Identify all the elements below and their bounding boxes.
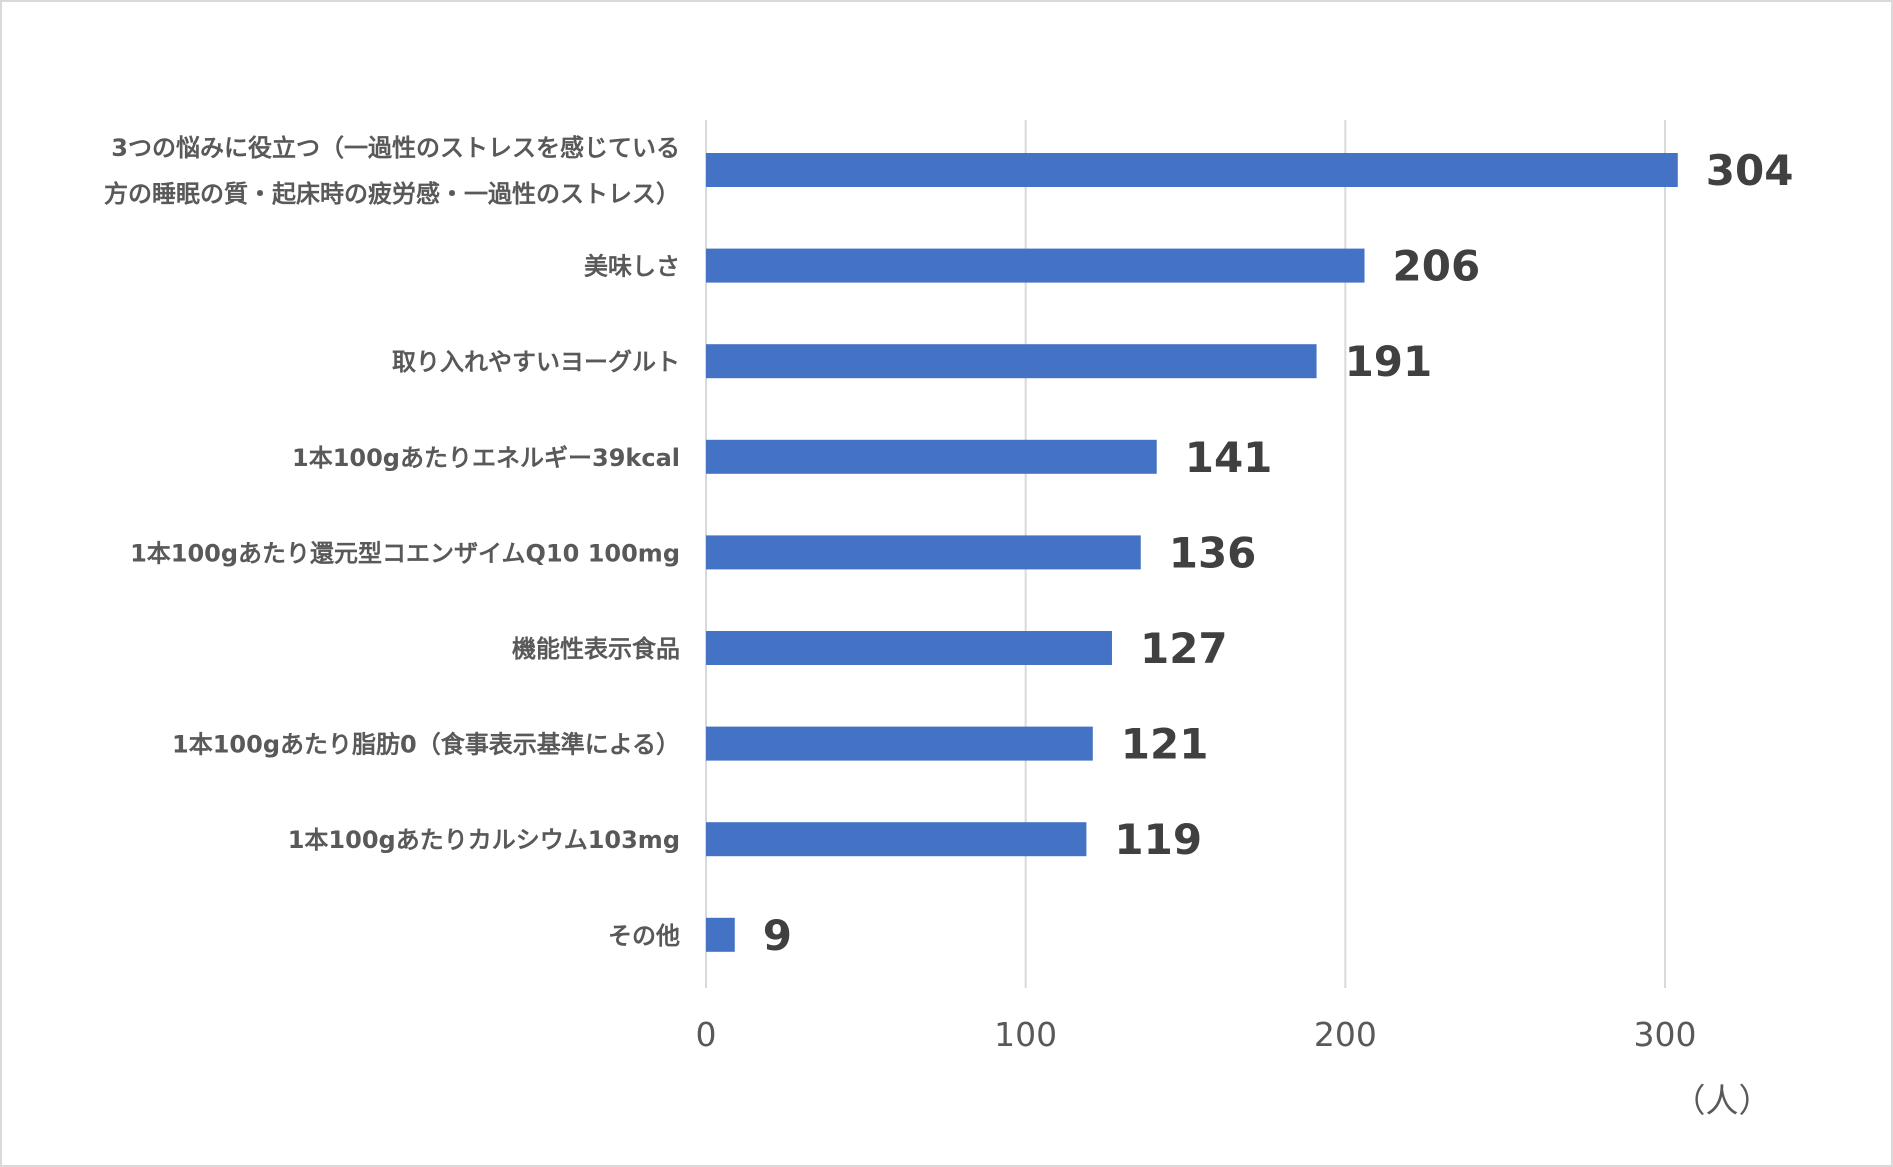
data-labels: 304 206 191 141 136 127 121 119 9 bbox=[763, 146, 1794, 960]
category-label: 1本100gあたり還元型コエンザイムQ10 100mg bbox=[130, 539, 680, 567]
data-label: 127 bbox=[1140, 624, 1228, 673]
x-tick-label: 200 bbox=[1314, 1015, 1377, 1054]
data-label: 119 bbox=[1114, 815, 1202, 864]
bar bbox=[706, 535, 1141, 570]
category-label: 美味しさ bbox=[584, 253, 680, 281]
bar bbox=[706, 822, 1087, 857]
category-labels: 3つの悩みに役立つ（一過性のストレスを感じている方の睡眠の質・起床時の疲労感・一… bbox=[104, 134, 680, 950]
bar bbox=[706, 631, 1112, 665]
bar bbox=[706, 344, 1317, 379]
category-label: その他 bbox=[608, 922, 680, 950]
category-label: 1本100gあたりエネルギー39kcal bbox=[292, 444, 680, 472]
data-label: 304 bbox=[1706, 146, 1794, 195]
x-tick-label: 300 bbox=[1634, 1015, 1697, 1054]
unit-label: （人） bbox=[1673, 1081, 1772, 1120]
x-tick-label: 100 bbox=[994, 1015, 1057, 1054]
x-tick-label: 0 bbox=[696, 1015, 717, 1054]
data-label: 9 bbox=[763, 911, 792, 960]
bar bbox=[706, 248, 1365, 283]
data-label: 136 bbox=[1169, 528, 1257, 577]
bar bbox=[706, 726, 1093, 761]
data-label: 191 bbox=[1345, 337, 1433, 386]
category-label: 機能性表示食品 bbox=[512, 635, 680, 663]
category-label: 1本100gあたり脂肪0（食事表示基準による） bbox=[172, 731, 680, 759]
bar bbox=[706, 917, 735, 952]
data-label: 206 bbox=[1393, 242, 1481, 291]
category-label: 1本100gあたりカルシウム103mg bbox=[288, 826, 680, 854]
x-tick-labels: 0 100 200 300 bbox=[696, 1015, 1697, 1054]
data-label: 121 bbox=[1121, 720, 1209, 769]
category-label: 取り入れやすいヨーグルト bbox=[392, 348, 680, 376]
bars bbox=[706, 153, 1678, 952]
bar bbox=[706, 439, 1157, 474]
category-label: 3つの悩みに役立つ（一過性のストレスを感じている方の睡眠の質・起床時の疲労感・一… bbox=[104, 134, 680, 208]
data-label: 141 bbox=[1185, 433, 1273, 482]
bar bbox=[706, 153, 1678, 187]
